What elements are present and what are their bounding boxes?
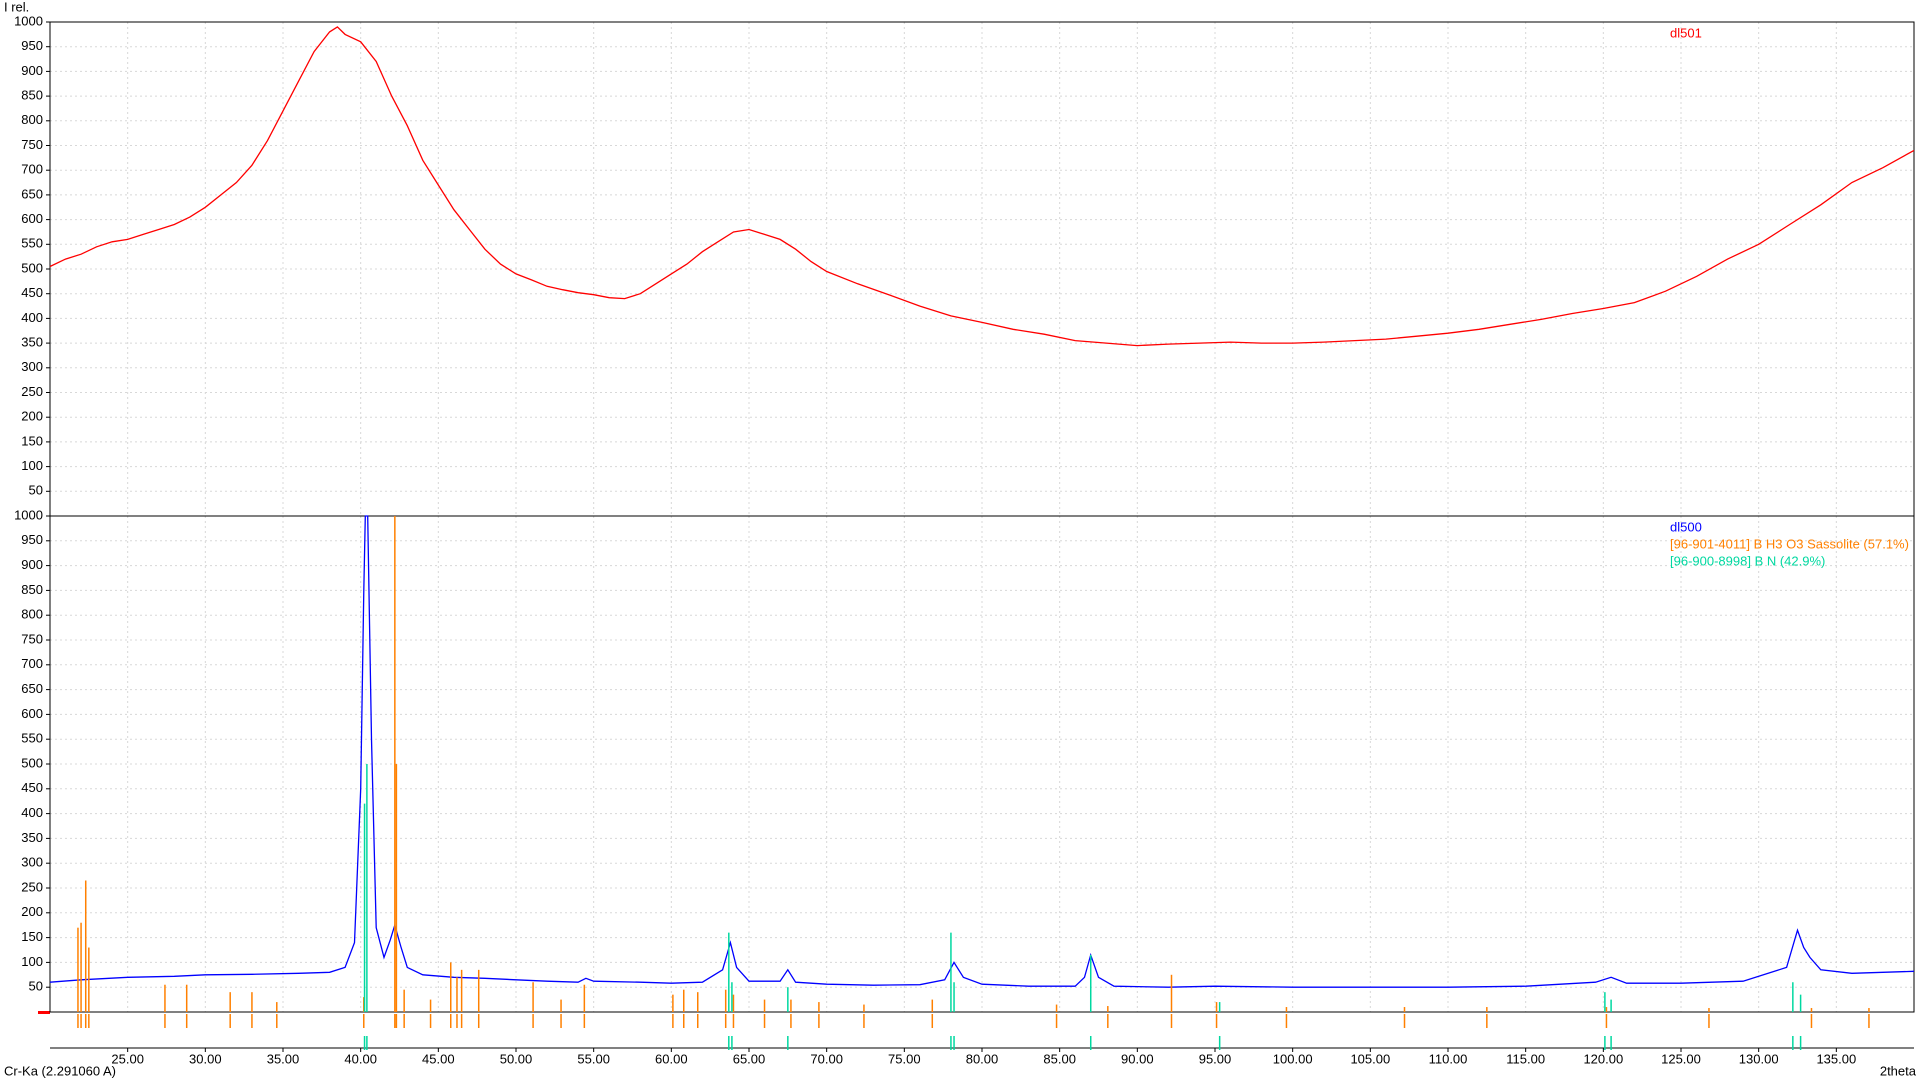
radiation-label: Cr-Ka (2.291060 A) <box>4 1063 116 1078</box>
legend-entry: [96-900-8998] B N (42.9%) <box>1670 553 1825 568</box>
y-tick-label: 900 <box>21 63 43 78</box>
y-tick-label: 150 <box>21 929 43 944</box>
x-tick-label: 70.00 <box>810 1051 843 1066</box>
y-tick-label: 300 <box>21 855 43 870</box>
x-tick-label: 60.00 <box>655 1051 688 1066</box>
y-axis-label: I rel. <box>4 0 29 14</box>
y-tick-label: 700 <box>21 656 43 671</box>
y-tick-label: 800 <box>21 607 43 622</box>
y-tick-label: 500 <box>21 755 43 770</box>
legend-entry: dl501 <box>1670 25 1702 40</box>
y-tick-label: 850 <box>21 88 43 103</box>
x-tick-label: 90.00 <box>1121 1051 1154 1066</box>
x-tick-label: 65.00 <box>733 1051 766 1066</box>
y-tick-label: 1000 <box>14 507 43 522</box>
x-tick-label: 80.00 <box>966 1051 999 1066</box>
x-tick-label: 120.00 <box>1583 1051 1623 1066</box>
origin-marker <box>38 1011 50 1014</box>
y-tick-label: 500 <box>21 260 43 275</box>
y-tick-label: 650 <box>21 186 43 201</box>
x-tick-label: 40.00 <box>344 1051 377 1066</box>
y-tick-label: 600 <box>21 211 43 226</box>
x-tick-label: 135.00 <box>1816 1051 1856 1066</box>
y-tick-label: 550 <box>21 236 43 251</box>
y-tick-label: 200 <box>21 409 43 424</box>
x-tick-label: 125.00 <box>1661 1051 1701 1066</box>
y-tick-label: 950 <box>21 532 43 547</box>
y-tick-label: 350 <box>21 335 43 350</box>
x-tick-label: 50.00 <box>500 1051 533 1066</box>
y-tick-label: 100 <box>21 954 43 969</box>
y-tick-label: 750 <box>21 137 43 152</box>
x-tick-label: 105.00 <box>1350 1051 1390 1066</box>
y-tick-label: 100 <box>21 458 43 473</box>
y-tick-label: 550 <box>21 731 43 746</box>
data-line <box>49 515 1915 988</box>
y-tick-label: 450 <box>21 285 43 300</box>
y-tick-label: 200 <box>21 904 43 919</box>
x-tick-label: 130.00 <box>1739 1051 1779 1066</box>
x-tick-label: 45.00 <box>422 1051 455 1066</box>
plot-frame <box>49 515 1915 1013</box>
x-tick-label: 25.00 <box>111 1051 144 1066</box>
x-tick-label: 55.00 <box>577 1051 610 1066</box>
y-tick-label: 150 <box>21 433 43 448</box>
y-tick-label: 1000 <box>14 13 43 28</box>
y-tick-label: 50 <box>29 483 43 498</box>
y-tick-label: 400 <box>21 805 43 820</box>
x-tick-label: 95.00 <box>1199 1051 1232 1066</box>
y-tick-label: 600 <box>21 706 43 721</box>
y-tick-label: 250 <box>21 879 43 894</box>
x-axis-label: 2theta <box>1880 1063 1917 1078</box>
y-tick-label: 400 <box>21 310 43 325</box>
y-tick-label: 700 <box>21 162 43 177</box>
y-tick-label: 900 <box>21 557 43 572</box>
y-tick-label: 450 <box>21 780 43 795</box>
x-tick-label: 85.00 <box>1043 1051 1076 1066</box>
y-tick-label: 950 <box>21 38 43 53</box>
legend-entry: [96-901-4011] B H3 O3 Sassolite (57.1%) <box>1670 536 1909 551</box>
x-tick-label: 75.00 <box>888 1051 921 1066</box>
y-tick-label: 250 <box>21 384 43 399</box>
y-tick-label: 800 <box>21 112 43 127</box>
y-tick-label: 650 <box>21 681 43 696</box>
y-tick-label: 300 <box>21 359 43 374</box>
data-line <box>49 26 1915 347</box>
y-tick-label: 350 <box>21 830 43 845</box>
x-tick-label: 30.00 <box>189 1051 222 1066</box>
legend-entry: dl500 <box>1670 519 1702 534</box>
y-tick-label: 750 <box>21 631 43 646</box>
y-tick-label: 50 <box>29 979 43 994</box>
x-tick-label: 100.00 <box>1273 1051 1313 1066</box>
x-tick-label: 115.00 <box>1506 1051 1545 1066</box>
x-tick-label: 110.00 <box>1429 1051 1468 1066</box>
x-tick-label: 35.00 <box>267 1051 300 1066</box>
y-tick-label: 850 <box>21 582 43 597</box>
